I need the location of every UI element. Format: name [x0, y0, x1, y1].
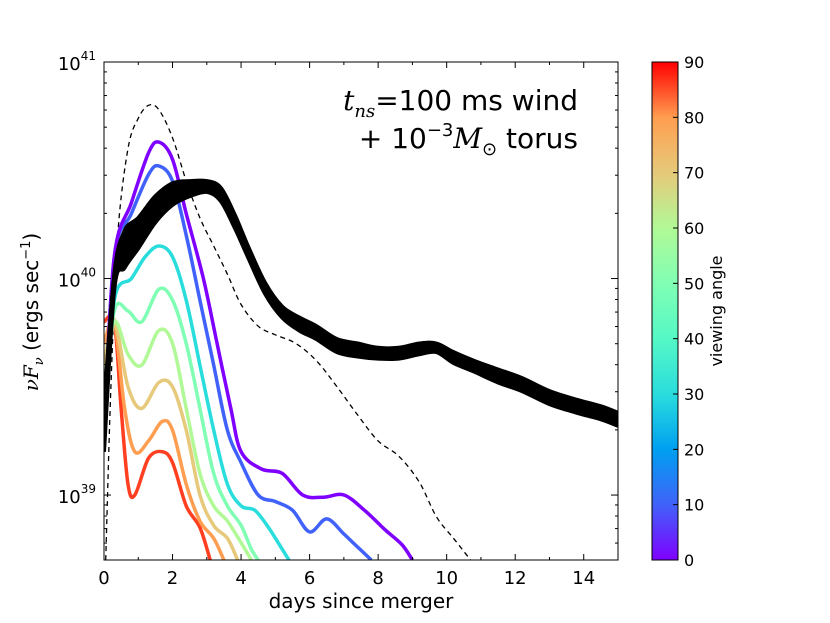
colorbar-tick-label: 0 — [684, 551, 694, 570]
x-axis-label: days since merger — [269, 589, 455, 613]
colorbar-tick-label: 10 — [684, 496, 704, 515]
y-tick-label: 1039 — [58, 482, 96, 508]
colorbar-tick-label: 60 — [684, 219, 704, 238]
dashed-series-line — [105, 103, 472, 560]
colorbar-tick-label: 50 — [684, 274, 704, 293]
series-line-angle-60 — [104, 319, 253, 560]
x-axis: 0 2 4 6 8 10 12 14 — [98, 62, 595, 589]
series-line-angle-90 — [104, 313, 212, 560]
y-axis: 1039 1040 1041 — [58, 49, 618, 544]
x-tick-label: 10 — [435, 568, 458, 589]
colorbar-axis: 0 10 20 30 40 50 60 70 80 90 — [673, 53, 704, 570]
colorbar-tick-label: 20 — [684, 440, 704, 459]
colorbar-tick-label: 40 — [684, 330, 704, 349]
x-tick-label: 12 — [504, 568, 527, 589]
colorbar-tick-label: 90 — [684, 53, 704, 72]
y-tick-label: 1040 — [58, 266, 96, 292]
x-tick-label: 0 — [98, 568, 109, 589]
colorbar-label: viewing angle — [707, 255, 726, 366]
series-line-angle-50 — [104, 286, 260, 560]
colorbar-tick-label: 30 — [684, 385, 704, 404]
annotation-line-2: + 10−3M⊙ torus — [359, 120, 578, 160]
x-tick-label: 6 — [304, 568, 315, 589]
colorbar — [651, 61, 679, 561]
y-tick-label: 1041 — [58, 49, 96, 75]
series-line-angle-30 — [104, 244, 291, 560]
series-line-angle-70 — [104, 320, 240, 560]
y-axis-label: νFν (ergs sec−1) — [19, 233, 47, 391]
black-series-lower — [104, 189, 618, 452]
x-tick-label: 8 — [372, 568, 383, 589]
annotation-line-1: tns=100 ms wind — [343, 84, 578, 122]
x-tick-label: 14 — [572, 568, 595, 589]
colorbar-tick-label: 80 — [684, 108, 704, 127]
plot-frame — [103, 61, 619, 561]
series-layer — [104, 103, 618, 560]
colorbar-tick-label: 70 — [684, 164, 704, 183]
x-tick-label: 2 — [167, 568, 178, 589]
series-line-angle-0 — [104, 140, 414, 560]
series-line-angle-80 — [104, 317, 226, 560]
black-series-upper — [104, 178, 618, 415]
x-tick-label: 4 — [235, 568, 246, 589]
series-line-angle-10 — [104, 163, 373, 560]
